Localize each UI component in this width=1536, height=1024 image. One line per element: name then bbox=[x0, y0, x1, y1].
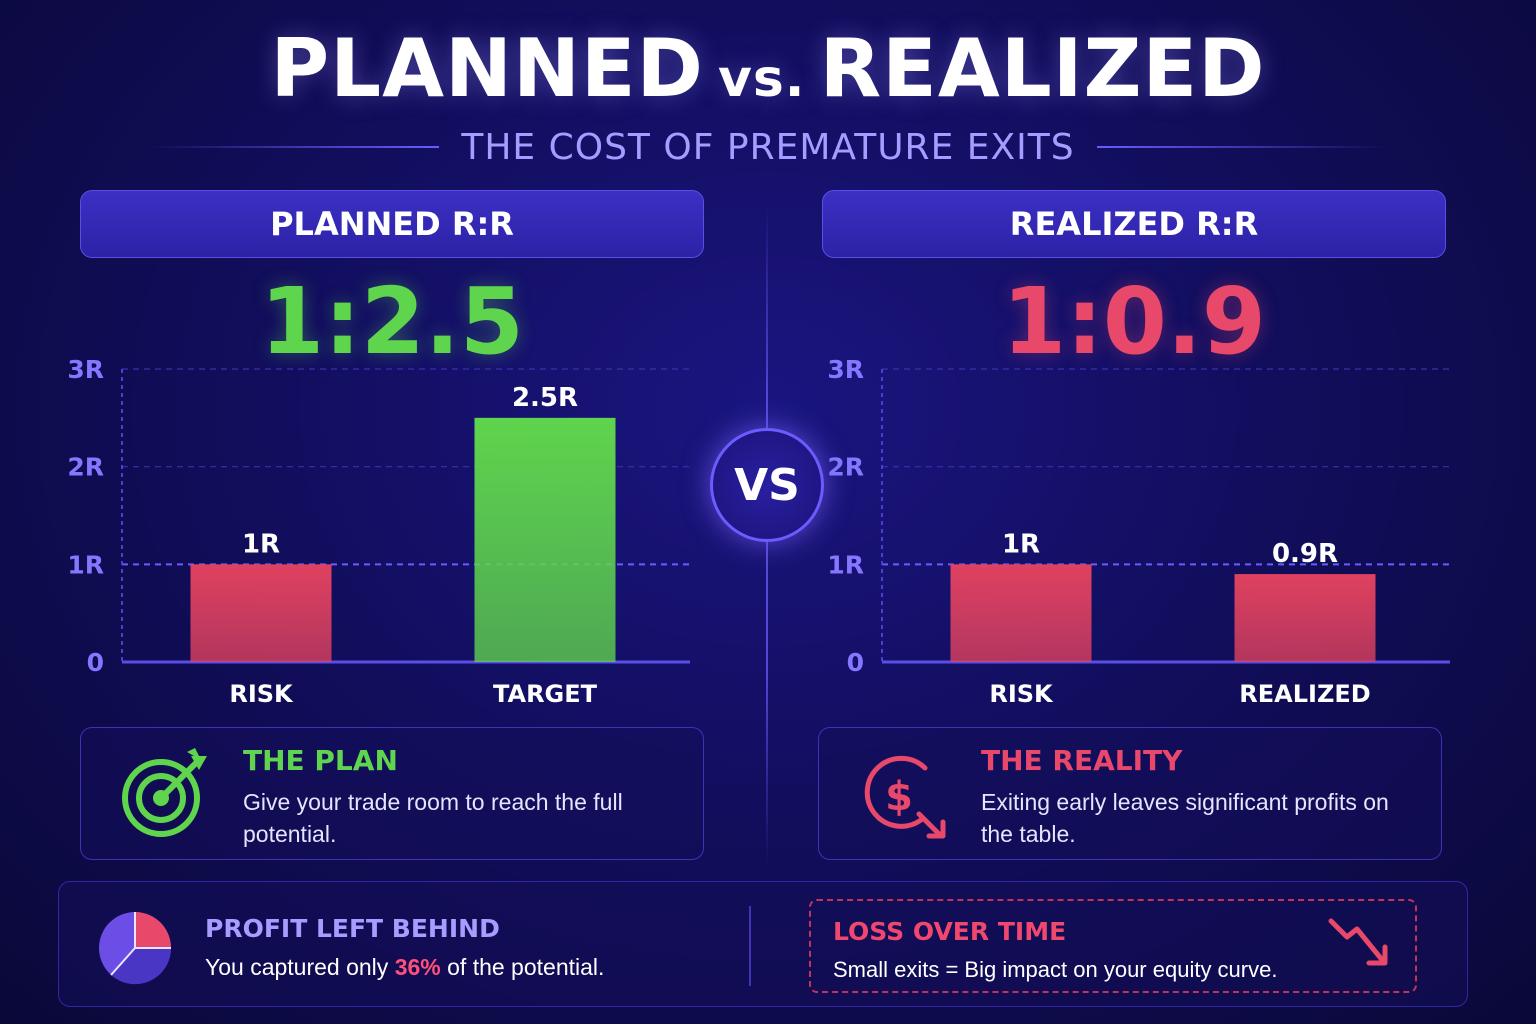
plan-text: Give your trade room to reach the full p… bbox=[243, 789, 623, 847]
y-tick-label: 0 bbox=[847, 648, 864, 677]
title-realized: REALIZED bbox=[819, 22, 1266, 115]
y-tick-label: 1R bbox=[67, 550, 104, 579]
realized-ratio: 1:0.9 bbox=[1002, 268, 1266, 375]
y-tick-label: 2R bbox=[827, 453, 864, 482]
loss-heading: LOSS OVER TIME bbox=[833, 917, 1067, 946]
page-title: PLANNED vs. REALIZED bbox=[0, 22, 1536, 115]
svg-text:$: $ bbox=[885, 774, 913, 820]
trend-down-icon bbox=[1328, 918, 1388, 966]
subtitle: THE COST OF PREMATURE EXITS bbox=[461, 126, 1075, 168]
y-tick-label: 0 bbox=[87, 648, 104, 677]
bottom-divider bbox=[749, 906, 751, 986]
loss-text: Small exits = Big impact on your equity … bbox=[833, 957, 1278, 982]
title-planned: PLANNED bbox=[270, 22, 704, 115]
vs-badge: VS bbox=[710, 428, 824, 542]
pie-chart-icon bbox=[99, 912, 172, 985]
category-label: RISK bbox=[989, 680, 1054, 708]
realized-chart: 0 1R 2R 3R 1R RISK 0.9R REALIZED bbox=[827, 355, 1450, 708]
profit-text-after: of the potential. bbox=[440, 954, 605, 980]
profit-percent: 36% bbox=[394, 954, 441, 980]
y-tick-label: 3R bbox=[827, 355, 864, 384]
subtitle-row: THE COST OF PREMATURE EXITS bbox=[0, 122, 1536, 172]
dollar-down-icon: $ bbox=[864, 755, 946, 839]
reality-text: Exiting early leaves significant profits… bbox=[981, 789, 1389, 847]
profit-heading: PROFIT LEFT BEHIND bbox=[205, 914, 500, 943]
reality-box: $ THE REALITY Exiting early leaves signi… bbox=[818, 727, 1442, 860]
loss-box: LOSS OVER TIME Small exits = Big impact … bbox=[809, 899, 1417, 993]
plan-box: THE PLAN Give your trade room to reach t… bbox=[80, 727, 704, 860]
planned-chart: 0 1R 2R 3R 1R RISK 2.5R TARGET bbox=[67, 355, 690, 708]
planned-ratio: 1:2.5 bbox=[260, 268, 524, 375]
target-icon bbox=[122, 748, 207, 837]
data-label: 1R bbox=[242, 529, 280, 559]
bar-realized bbox=[1234, 574, 1376, 662]
profit-text-before: You captured only bbox=[205, 954, 395, 980]
subtitle-divider-left bbox=[149, 146, 440, 148]
title-vs: vs. bbox=[717, 49, 806, 109]
realized-header: REALIZED R:R bbox=[822, 190, 1446, 258]
reality-heading: THE REALITY bbox=[981, 744, 1183, 777]
bar-risk bbox=[190, 564, 332, 662]
category-label: REALIZED bbox=[1239, 680, 1370, 708]
planned-header: PLANNED R:R bbox=[80, 190, 704, 258]
subtitle-divider-right bbox=[1096, 146, 1387, 148]
bottom-summary: PROFIT LEFT BEHIND You captured only 36%… bbox=[58, 881, 1468, 1007]
y-tick-label: 1R bbox=[827, 550, 864, 579]
data-label: 0.9R bbox=[1272, 539, 1338, 569]
category-label: RISK bbox=[229, 680, 294, 708]
bar-risk bbox=[950, 564, 1092, 662]
y-tick-label: 2R bbox=[67, 453, 104, 482]
category-label: TARGET bbox=[493, 680, 598, 708]
data-label: 2.5R bbox=[512, 383, 578, 413]
profit-text: You captured only 36% of the potential. bbox=[205, 954, 604, 981]
plan-heading: THE PLAN bbox=[243, 744, 398, 777]
data-label: 1R bbox=[1002, 529, 1040, 559]
bar-target bbox=[474, 417, 616, 662]
y-tick-label: 3R bbox=[67, 355, 104, 384]
